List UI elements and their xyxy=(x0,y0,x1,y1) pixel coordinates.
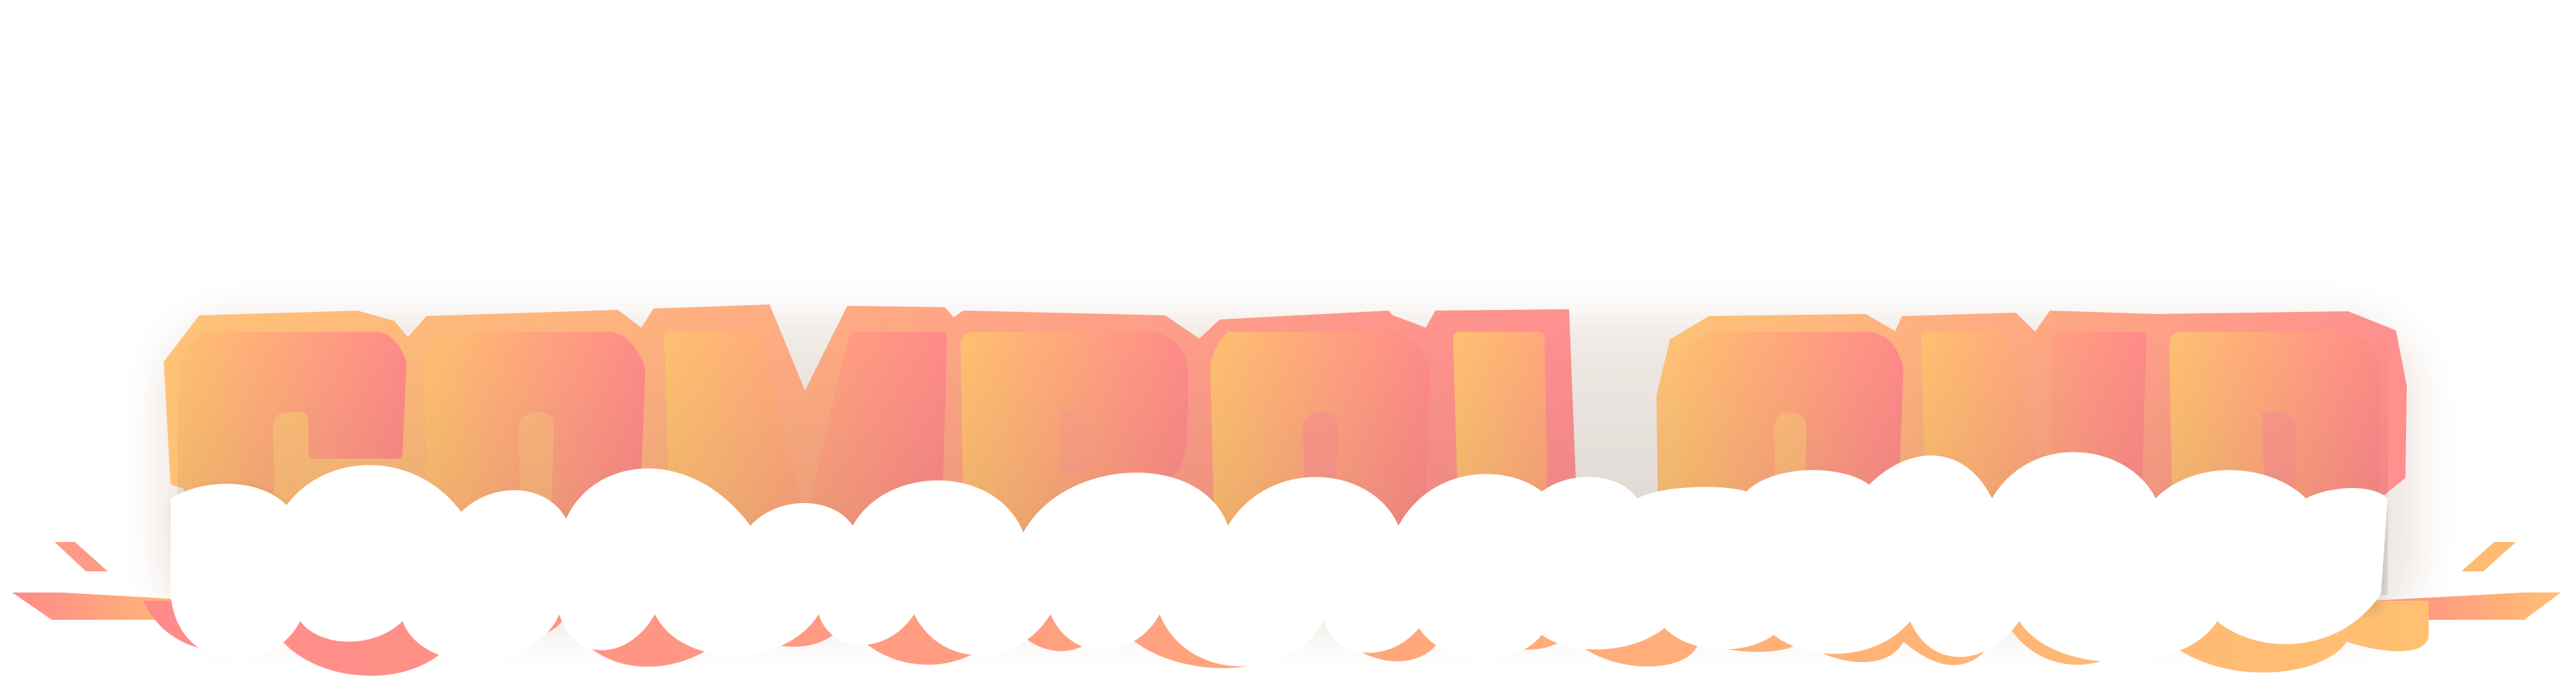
white-cloud xyxy=(171,452,2388,667)
cloud-body xyxy=(171,452,2388,667)
